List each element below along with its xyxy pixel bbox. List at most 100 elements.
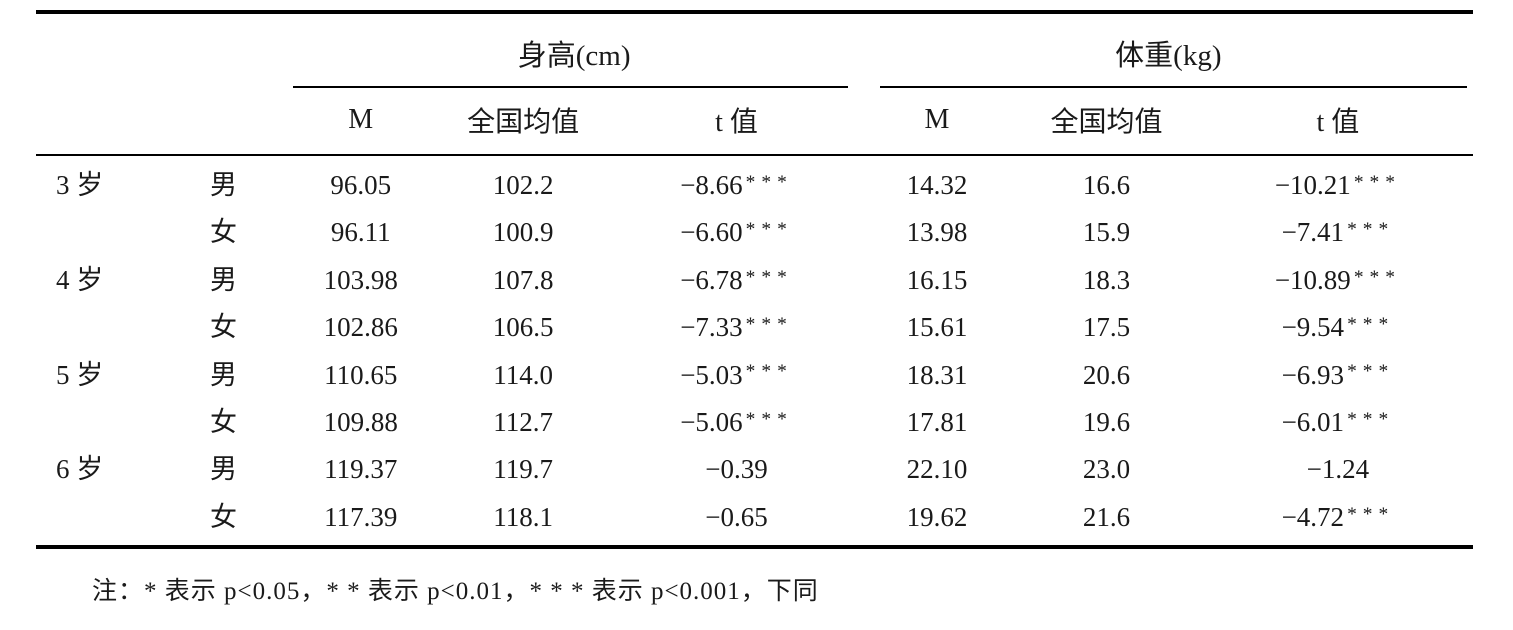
cell-age: 5 岁 [56, 359, 104, 390]
cell-weight-t: −6.01 *** [1281, 406, 1395, 437]
group-header-weight: 体重(kg) [864, 12, 1473, 88]
significance-stars: *** [1347, 361, 1395, 383]
table-row: 5 岁 男 110.65 114.0 −5.03 *** 18.31 20.6 −6.93 *** [36, 351, 1473, 398]
significance-stars: *** [1353, 171, 1401, 193]
cell-weight-national-mean: 20.6 [1082, 359, 1131, 390]
cell-weight-m: 14.32 [906, 170, 968, 200]
cell-weight-national-mean: 19.6 [1082, 406, 1131, 437]
cell-weight-m: 19.62 [906, 501, 968, 532]
cell-height-national-mean: 114.0 [493, 359, 553, 390]
significance-stars: *** [1347, 503, 1395, 525]
sub-header-age [36, 88, 163, 156]
cell-weight-t: −6.93 *** [1281, 359, 1395, 390]
cell-age: 4 岁 [56, 264, 104, 295]
sub-header-height-national-mean: 全国均值 [436, 88, 610, 156]
cell-weight-m: 17.81 [906, 406, 968, 437]
cell-age: 6 岁 [56, 454, 104, 485]
sub-header-row: M 全国均值 t 值 M 全国均值 t 值 [36, 88, 1473, 156]
cell-height-national-mean: 107.8 [492, 264, 554, 295]
cell-weight-m: 22.10 [906, 454, 968, 485]
cell-height-national-mean: 106.5 [492, 312, 554, 343]
significance-stars: *** [1347, 219, 1395, 241]
cell-gender: 男 [210, 170, 238, 200]
cell-height-m: 96.11 [330, 217, 391, 248]
stats-table: 身高(cm) 体重(kg) M 全国均值 t 值 M 全国均值 t 值 3 岁男… [36, 10, 1473, 550]
cell-age [36, 493, 162, 547]
table-body: 3 岁男 96.05 102.2 −8.66 *** 14.32 16.6 −10.21 ***… [36, 155, 1473, 547]
cell-age [36, 303, 162, 350]
cell-weight-m: 18.31 [906, 359, 968, 390]
cell-height-m: 119.37 [324, 454, 398, 485]
cell-weight-m: 13.98 [906, 217, 968, 248]
cell-gender: 男 [210, 264, 238, 295]
table-row: 女 102.86 106.5 −7.33 *** 15.61 17.5 −9.54 *** [36, 303, 1473, 350]
cell-age [36, 208, 162, 255]
cell-height-t: −0.39 [705, 454, 768, 485]
significance-stars: *** [745, 313, 793, 335]
cell-height-t: −8.66 *** [680, 170, 793, 200]
significance-stars: *** [745, 219, 793, 241]
significance-stars: *** [745, 171, 793, 193]
cell-height-m: 103.98 [323, 264, 398, 295]
table-row: 3 岁 男 96.05 102.2 −8.66 *** 14.32 16.6 −10.21 *** [36, 155, 1473, 208]
significance-note: 注：* 表示 p<0.05，* * 表示 p<0.01，* * * 表示 p<0… [92, 578, 819, 606]
cell-height-m: 96.05 [330, 170, 392, 200]
cell-weight-national-mean: 16.6 [1082, 170, 1131, 200]
cell-weight-t: −7.41 *** [1281, 217, 1395, 248]
cell-gender: 男 [210, 454, 238, 485]
table-row: 女 96.11 100.9 −6.60 *** 13.98 15.9 −7.41 *** [36, 208, 1473, 255]
significance-stars: *** [745, 266, 793, 288]
sub-header-height-m: M [284, 88, 437, 156]
cell-height-m: 117.39 [324, 501, 398, 532]
significance-stars: *** [745, 361, 793, 383]
cell-age [36, 398, 162, 445]
cell-height-t: −6.78 *** [680, 264, 793, 295]
cell-height-m: 102.86 [323, 312, 398, 343]
table-row: 4 岁 男 103.98 107.8 −6.78 *** 16.15 18.3 −10.89 **… [36, 256, 1473, 303]
cell-height-m: 110.65 [324, 359, 398, 390]
cell-weight-t: −4.72 *** [1281, 501, 1395, 532]
cell-height-national-mean: 112.7 [493, 406, 553, 437]
cell-age: 3 岁 [56, 170, 104, 200]
cell-weight-national-mean: 15.9 [1082, 217, 1131, 248]
cell-weight-national-mean: 17.5 [1082, 312, 1131, 343]
table-row: 女 109.88 112.7 −5.06 *** 17.81 19.6 −6.01 *** [36, 398, 1473, 445]
group-header-height: 身高(cm) [285, 12, 864, 88]
cell-weight-t: −10.89 *** [1274, 264, 1401, 295]
sub-header-weight-t: t 值 [1202, 88, 1473, 156]
cell-gender: 男 [210, 359, 238, 390]
table-header: 身高(cm) 体重(kg) M 全国均值 t 值 M 全国均值 t 值 [36, 12, 1473, 156]
cell-height-national-mean: 118.1 [493, 501, 553, 532]
sub-header-gender [162, 88, 285, 156]
cell-height-t: −5.03 *** [680, 359, 793, 390]
cell-weight-t: −9.54 *** [1281, 312, 1395, 343]
group-header-spacer [36, 12, 285, 88]
cell-gender: 女 [210, 217, 238, 248]
table-row: 6 岁 男 119.37 119.7 −0.39 22.10 23.0 −1.24 [36, 445, 1473, 492]
cell-weight-national-mean: 18.3 [1082, 264, 1131, 295]
significance-stars: *** [1347, 408, 1395, 430]
cell-weight-t: −10.21 *** [1274, 170, 1401, 200]
cell-weight-national-mean: 21.6 [1082, 501, 1131, 532]
cell-height-t: −7.33 *** [680, 312, 793, 343]
group-header-row: 身高(cm) 体重(kg) [36, 12, 1473, 88]
cell-weight-t: −1.24 [1306, 454, 1370, 485]
cell-gender: 女 [210, 406, 238, 437]
cell-gender: 女 [210, 501, 238, 532]
significance-stars: *** [1347, 313, 1395, 335]
sub-header-height-t: t 值 [609, 88, 864, 156]
cell-height-national-mean: 100.9 [492, 217, 554, 248]
significance-stars: *** [1353, 266, 1401, 288]
cell-weight-m: 15.61 [906, 312, 968, 343]
sub-header-weight-national-mean: 全国均值 [1010, 88, 1203, 156]
cell-weight-national-mean: 23.0 [1082, 454, 1131, 485]
cell-height-national-mean: 119.7 [493, 454, 553, 485]
cell-height-national-mean: 102.2 [492, 170, 554, 200]
cell-height-t: −5.06 *** [680, 406, 793, 437]
cell-height-m: 109.88 [323, 406, 398, 437]
cell-height-t: −0.65 [705, 501, 768, 532]
table-row: 女 117.39 118.1 −0.65 19.62 21.6 −4.72 *** [36, 493, 1473, 547]
significance-stars: *** [745, 408, 793, 430]
sub-header-weight-m: M [863, 88, 1011, 156]
cell-weight-m: 16.15 [906, 264, 968, 295]
